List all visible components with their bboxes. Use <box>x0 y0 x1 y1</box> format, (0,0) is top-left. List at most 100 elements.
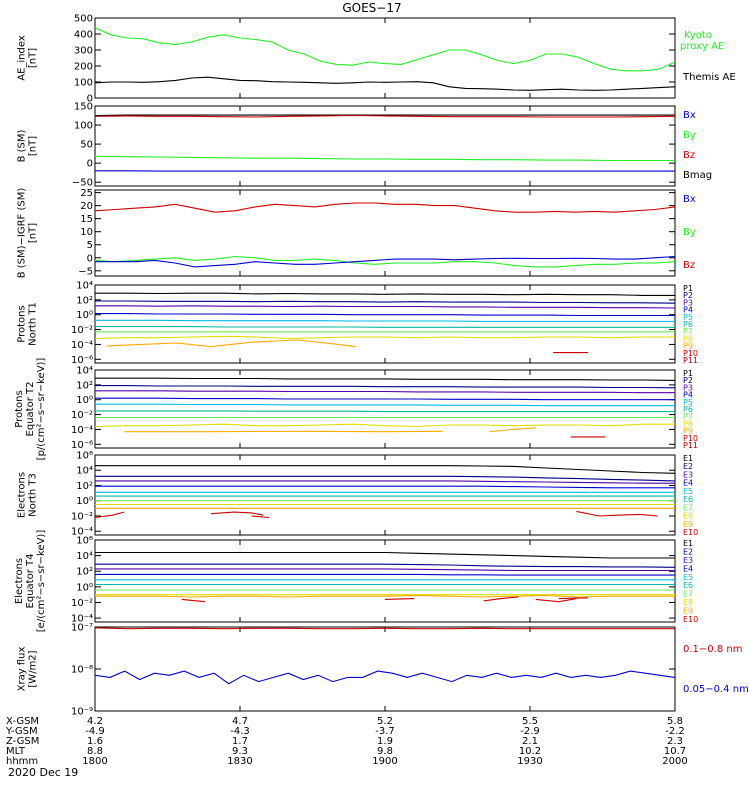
series-e10 <box>95 511 125 519</box>
legend-p2: P2 <box>683 291 693 300</box>
legend-themis-ae: Themis AE <box>682 72 736 83</box>
legend-bz: Bz <box>683 150 695 161</box>
series-bx <box>95 255 675 268</box>
panel-digrf: −5 0 5 10 15 20 25 B (SM)−IGRF (SM) [nT] Bx By Bz <box>17 188 696 279</box>
ephem-value: 1800 <box>82 756 107 767</box>
series-group <box>95 627 675 685</box>
ephem-value: 10.7 <box>664 746 686 757</box>
y-tick-label: 20 <box>80 201 93 212</box>
y-tick-label: 5 <box>87 240 93 251</box>
series-p5 <box>95 319 675 322</box>
y-tick-label: 10⁰ <box>76 496 93 507</box>
y-axis-label: [W/m2] <box>28 650 39 687</box>
legend-bz: Bz <box>683 260 695 271</box>
ephem-value: 1.9 <box>377 736 393 747</box>
legend-p7: P7 <box>683 327 693 336</box>
legend-e3: E3 <box>683 556 693 565</box>
panel-pn: 10⁻⁶ 10⁻⁴ 10⁻² 10⁰ 10² 10⁴ Protons North T1 P1P2… <box>17 281 699 366</box>
ephemeris-table: X-GSM 4.2 4.7 5.2 5.5 5.8 Y-GSM -4.9 -4.3 -3.7 -2.… <box>5 716 688 767</box>
y-tick-label: 300 <box>74 46 93 57</box>
series-p9 <box>106 339 357 348</box>
series-bz <box>95 202 675 213</box>
y-tick-label: 10⁻⁶ <box>71 355 93 366</box>
y-tick-label: 10⁻² <box>71 511 93 522</box>
series-group <box>95 27 675 91</box>
y-axis-label: [p/(cm²−s−sr−keV)] <box>36 358 47 461</box>
series-p4 <box>95 313 675 317</box>
legend-p7: P7 <box>683 412 693 421</box>
series-themis-ae <box>95 76 675 91</box>
ephem-value: -4.9 <box>85 726 105 737</box>
legend-e6: E6 <box>683 495 693 504</box>
series-e10 <box>210 511 264 516</box>
y-tick-label: 400 <box>74 30 93 41</box>
ephem-label: MLT <box>6 746 26 757</box>
panel-frame <box>94 105 676 187</box>
y-tick-label: 10⁴ <box>76 366 93 377</box>
legend-p8: P8 <box>683 419 693 428</box>
series-group <box>95 465 675 519</box>
legend-p5: P5 <box>683 398 693 407</box>
y-tick-label: 100 <box>74 78 93 89</box>
legend-e8: E8 <box>683 512 693 521</box>
y-tick-label: −50 <box>72 178 93 189</box>
y-axis-label: Electrons <box>17 472 28 518</box>
ephem-label: X-GSM <box>6 716 39 727</box>
y-tick-label: 10⁶ <box>76 536 93 547</box>
legend-e9: E9 <box>683 607 693 616</box>
legend-p11: P11 <box>683 441 698 450</box>
panel-pe: 10⁻⁶ 10⁻⁴ 10⁻² 10⁰ 10² 10⁴ Protons Equator T2 [p… <box>14 358 698 461</box>
series-bz <box>95 114 675 118</box>
series-p2 <box>95 385 675 389</box>
y-axis-label: AE_index <box>17 35 28 81</box>
legend-p4: P4 <box>683 391 693 400</box>
y-tick-label: 10⁶ <box>76 451 93 462</box>
series-e10 <box>483 596 519 602</box>
series-p9 <box>489 427 536 433</box>
ephem-value: 2000 <box>662 756 687 767</box>
legend-kyoto: Kyoto <box>684 30 712 41</box>
series-e2 <box>95 475 675 482</box>
y-tick-label: 10⁻⁷ <box>71 623 93 634</box>
ephem-label: Z-GSM <box>6 736 39 747</box>
ephem-value: -3.7 <box>375 726 395 737</box>
ephem-value: 2.1 <box>522 736 538 747</box>
legend-e3: E3 <box>683 470 693 479</box>
legend-p6: P6 <box>683 405 693 414</box>
y-axis-label: Equator T2 <box>25 382 36 437</box>
legend-e7: E7 <box>683 590 693 599</box>
y-tick-label: 10 <box>80 227 93 238</box>
series-p6 <box>95 410 675 413</box>
series-p8 <box>95 335 675 340</box>
y-tick-label: 10⁻⁴ <box>71 340 93 351</box>
y-tick-label: 10⁻⁴ <box>71 527 93 538</box>
legend-e4: E4 <box>683 564 693 573</box>
y-axis-label: [nT] <box>28 136 39 156</box>
legend-p5: P5 <box>683 313 693 322</box>
legend-p10: P10 <box>683 434 698 443</box>
ephem-value: 1830 <box>227 756 252 767</box>
legend-e6: E6 <box>683 581 693 590</box>
y-axis-label: B (SM) <box>17 129 28 162</box>
series-group <box>95 114 675 172</box>
y-axis-label: [e/(cm²−s−sr−keV)] <box>36 530 47 633</box>
series-e10 <box>535 598 577 603</box>
y-axis-label: Electrons <box>14 558 25 604</box>
y-tick-label: 150 <box>74 102 93 113</box>
y-tick-label: 10⁻⁸ <box>71 665 93 676</box>
series-e2 <box>95 563 675 568</box>
ephem-value: -4.3 <box>230 726 250 737</box>
series-e9 <box>95 594 675 598</box>
y-axis-label: North T3 <box>28 473 39 517</box>
ephem-value: 1900 <box>372 756 397 767</box>
series-p5 <box>95 403 675 407</box>
ephem-value: -2.9 <box>520 726 540 737</box>
series-p3 <box>95 390 675 394</box>
legend-p10: P10 <box>683 349 698 358</box>
y-tick-label: 10⁻⁹ <box>71 707 93 718</box>
panel-frame <box>94 17 676 99</box>
y-tick-label: 25 <box>80 188 93 199</box>
series-p6 <box>95 326 675 328</box>
